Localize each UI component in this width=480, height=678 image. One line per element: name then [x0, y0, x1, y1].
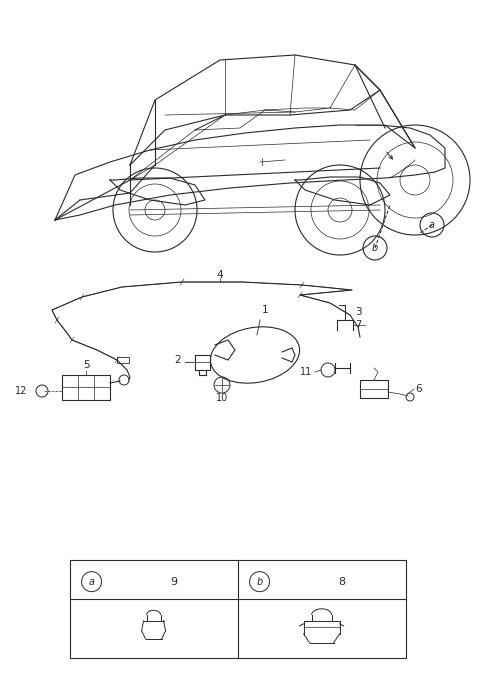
Text: b: b: [256, 577, 263, 586]
Text: 2: 2: [175, 355, 181, 365]
Bar: [70, 560, 406, 658]
Bar: [360, 380, 388, 398]
Text: 5: 5: [83, 360, 89, 370]
Text: 11: 11: [300, 367, 312, 377]
Text: 10: 10: [216, 393, 228, 403]
Text: a: a: [89, 577, 95, 586]
Text: 8: 8: [338, 577, 345, 586]
Text: b: b: [372, 243, 378, 253]
Bar: [117, 357, 129, 363]
Text: 1: 1: [262, 305, 268, 315]
Bar: [62, 375, 110, 400]
Text: 4: 4: [216, 270, 223, 280]
Text: a: a: [429, 220, 435, 230]
Text: 6: 6: [415, 384, 421, 394]
Text: 12: 12: [14, 386, 27, 396]
Text: 3: 3: [355, 307, 361, 317]
Text: 9: 9: [170, 577, 177, 586]
Text: 7: 7: [355, 320, 361, 330]
